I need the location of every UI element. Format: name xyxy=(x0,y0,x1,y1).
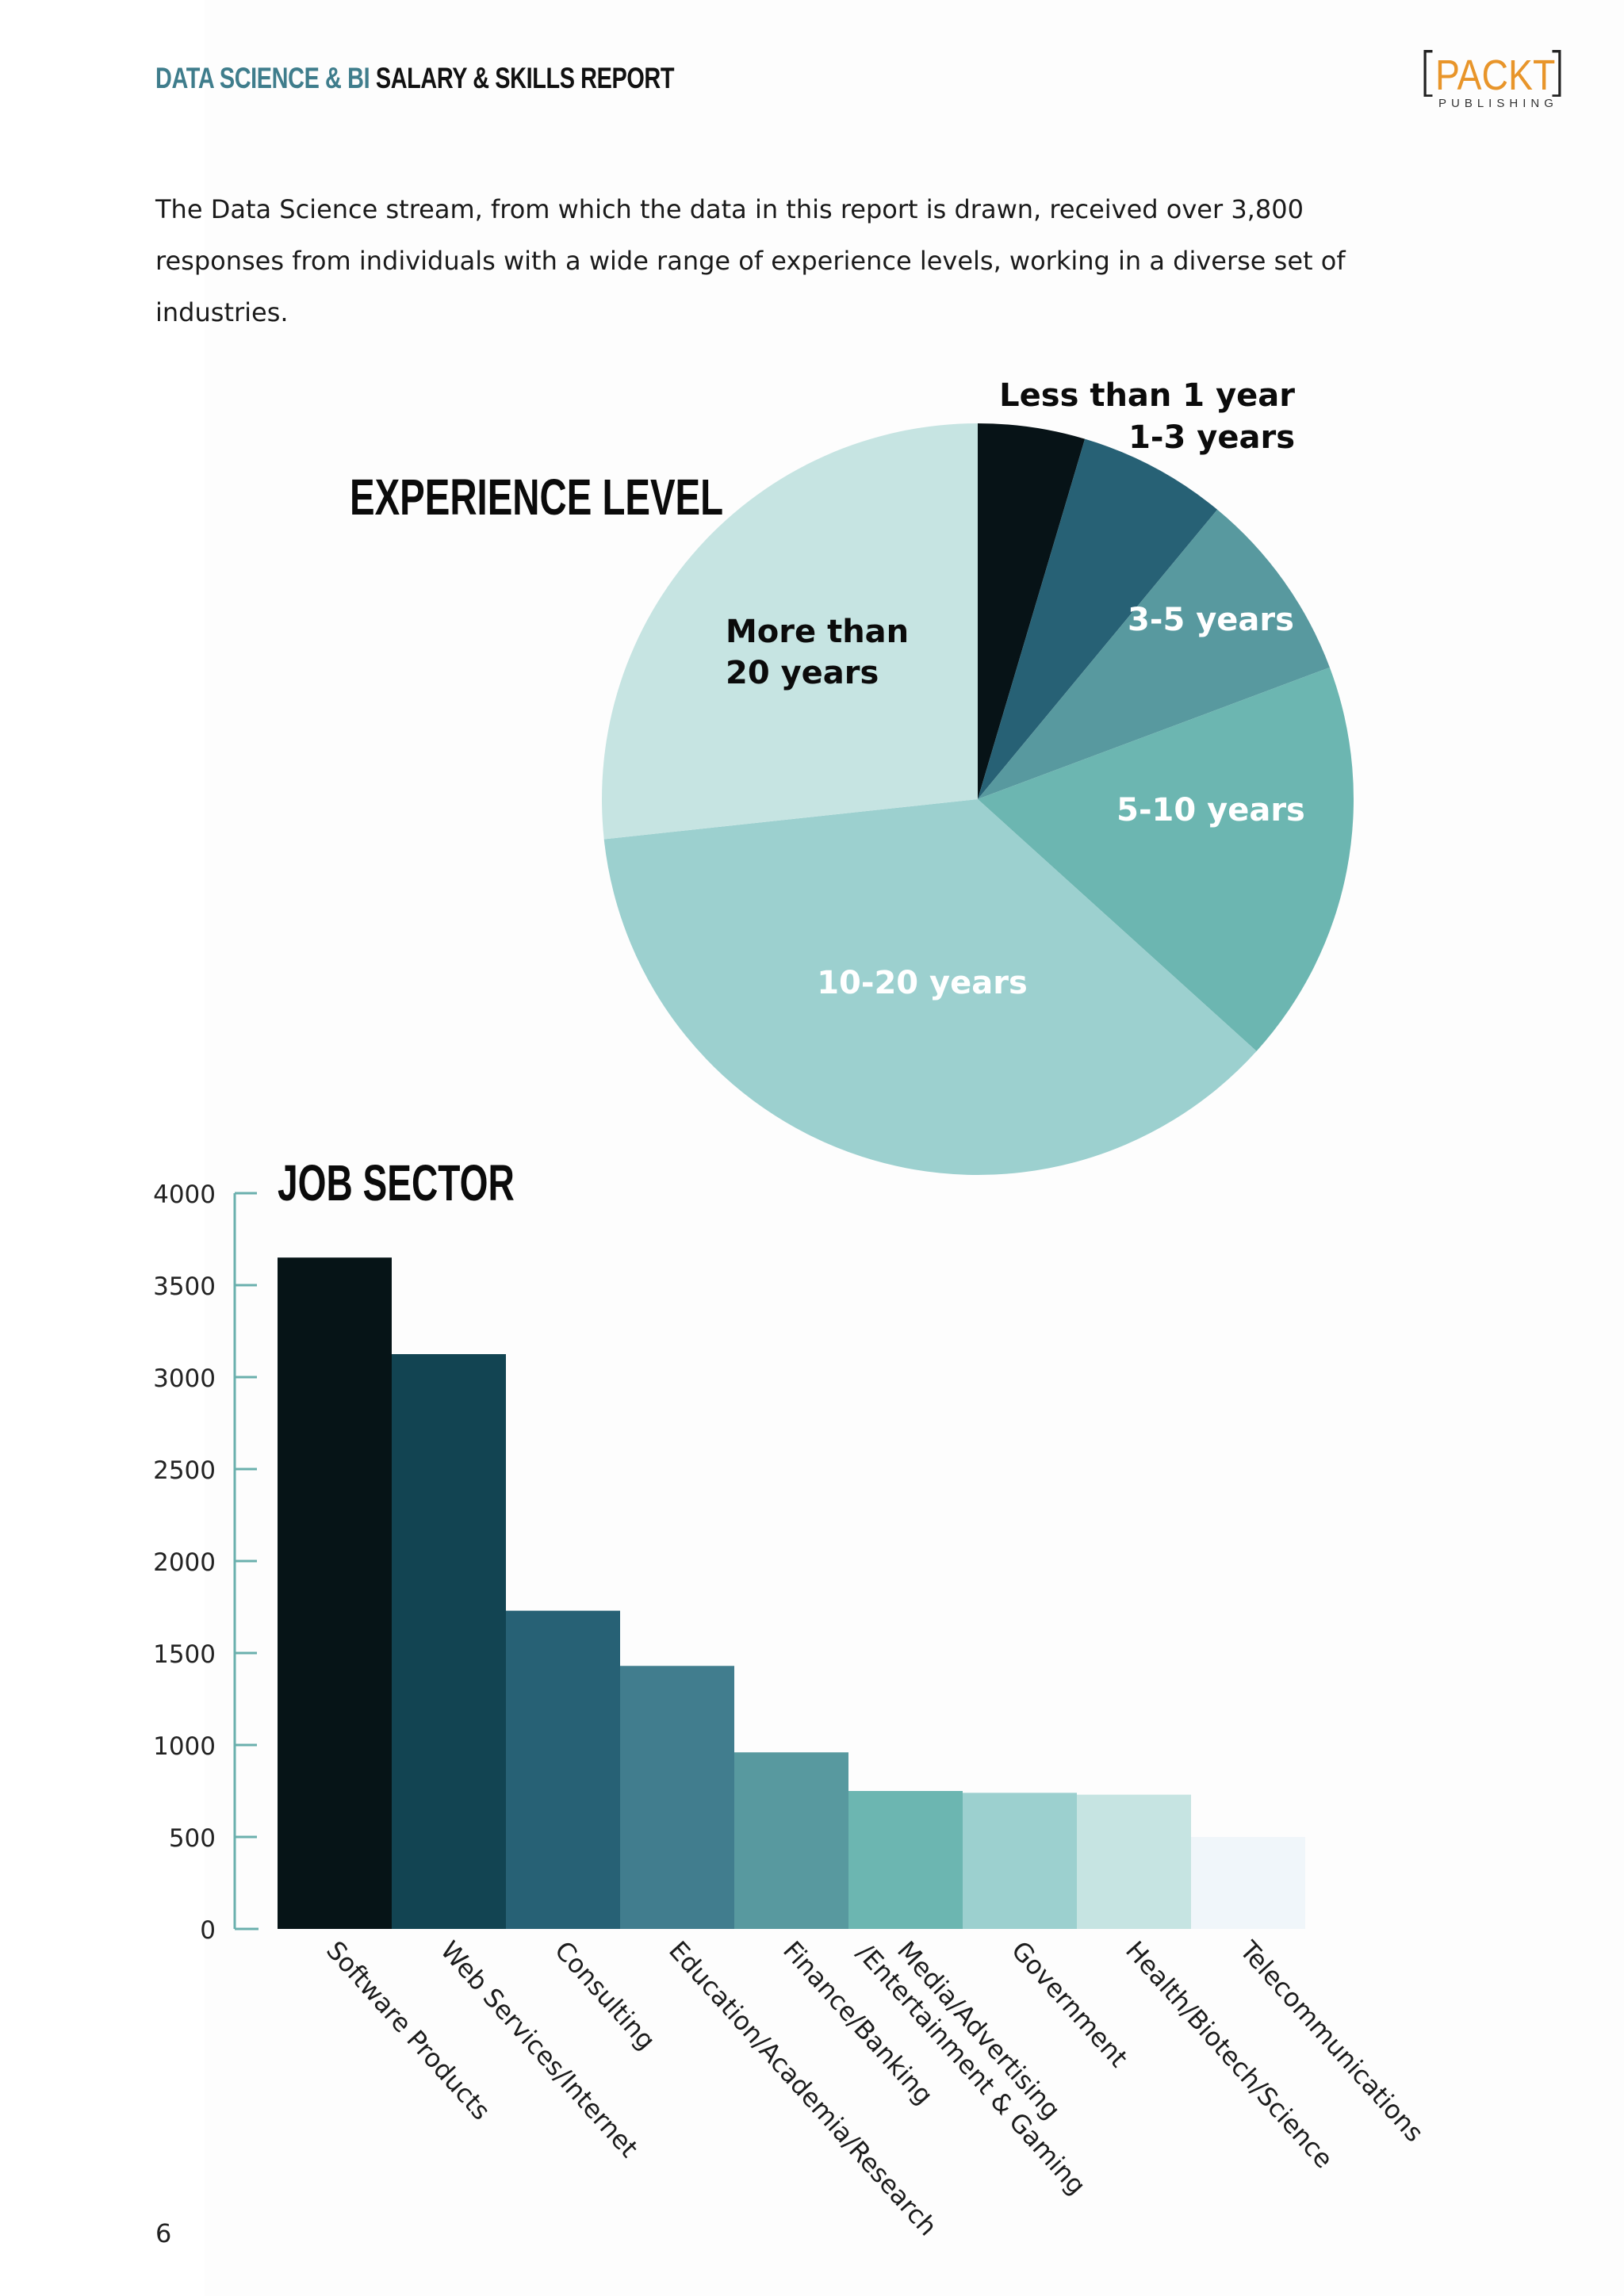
y-tick-label: 3000 xyxy=(153,1364,216,1393)
bar-education-academia-research xyxy=(620,1666,734,1929)
bar-consulting xyxy=(506,1610,620,1929)
pie-label-1-3-years: 1-3 years xyxy=(1128,419,1295,456)
y-tick-label: 1000 xyxy=(153,1732,216,1761)
pie-slice-more-than-20-years xyxy=(601,423,978,840)
y-tick-label: 4000 xyxy=(153,1181,216,1209)
pie-label-3-5-years: 3-5 years xyxy=(1128,602,1294,638)
report-title: DATA SCIENCE & BI SALARY & SKILLS REPORT xyxy=(155,62,674,95)
y-tick-label: 3500 xyxy=(153,1272,216,1301)
experience-pie-chart: Less than 1 year 1-3 years 3-5 years 5-10 y… xyxy=(601,377,1354,1175)
bar-media-advertising-entertainment-gaming xyxy=(848,1791,963,1929)
pie-label-less-than-1-year: Less than 1 year xyxy=(999,377,1295,414)
x-label-government: Government xyxy=(1005,1935,1134,2073)
pie-label-more-than-20-years: More than 20 years xyxy=(726,614,909,691)
pie-label-10-20-years: 10-20 years xyxy=(817,965,1028,1001)
y-tick-label: 2500 xyxy=(153,1456,216,1485)
report-title-highlight: DATA SCIENCE & BI xyxy=(155,62,370,94)
logo-bracket-close: ] xyxy=(1546,41,1567,102)
page-number: 6 xyxy=(155,2218,172,2248)
logo-bracket-open: [ xyxy=(1418,41,1438,102)
y-tick-label: 500 xyxy=(169,1824,216,1853)
logo-subtitle: PUBLISHING xyxy=(1438,97,1558,110)
bar-telecommunications xyxy=(1191,1837,1305,1929)
x-label-health-biotech-science: Health/Biotech/Science xyxy=(1120,1935,1339,2174)
report-title-rest: SALARY & SKILLS REPORT xyxy=(370,62,675,94)
pie-label-5-10-years: 5-10 years xyxy=(1116,792,1305,828)
y-tick-label: 1500 xyxy=(153,1640,216,1669)
pie-slice-less-than-1-year xyxy=(978,423,1086,799)
bar-software-products xyxy=(278,1257,392,1929)
bar-web-services-internet xyxy=(392,1354,506,1929)
x-label-telecommunications: Telecommunications xyxy=(1233,1934,1429,2148)
pie-slice-3-5-years xyxy=(978,509,1330,799)
y-tick-label: 0 xyxy=(200,1916,216,1945)
pie-slice-5-10-years xyxy=(978,667,1354,1051)
intro-paragraph: The Data Science stream, from which the … xyxy=(155,194,1346,327)
pie-slice-10-20-years xyxy=(603,799,1257,1175)
packt-logo: [ PACKT ] PUBLISHING xyxy=(1418,41,1567,111)
x-label-web-services-internet: Web Services/Internet xyxy=(435,1935,644,2164)
logo-wordmark: PACKT xyxy=(1435,52,1556,99)
y-tick-label: 2000 xyxy=(153,1548,216,1577)
bar-government xyxy=(963,1793,1077,1929)
bar-health-biotech-science xyxy=(1077,1794,1191,1929)
bar-chart-title: JOB SECTOR xyxy=(278,1154,515,1211)
page-margin xyxy=(0,0,205,2296)
x-label-consulting: Consulting xyxy=(549,1935,661,2056)
pie-slice-1-3-years xyxy=(978,438,1218,799)
bar-finance-banking xyxy=(734,1752,848,1929)
pie-chart-title: EXPERIENCE LEVEL xyxy=(350,469,724,526)
